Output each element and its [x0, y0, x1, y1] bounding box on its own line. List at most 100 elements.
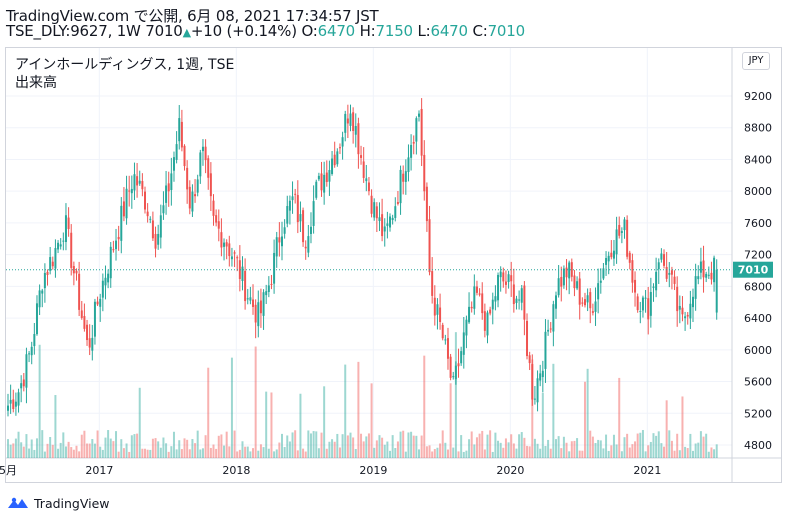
candle-body — [354, 126, 357, 135]
candle-body — [344, 113, 347, 133]
candle-body — [655, 271, 658, 291]
candle-body — [446, 338, 449, 359]
candle-body — [146, 211, 149, 217]
candle-body — [112, 249, 115, 251]
volume-bar — [154, 438, 157, 458]
candle-body — [389, 216, 392, 228]
candle-body — [217, 221, 220, 229]
candle-body — [383, 226, 386, 232]
volume-bar — [541, 392, 544, 458]
price-tick-label: 7600 — [744, 217, 772, 230]
volume-bar — [233, 430, 236, 458]
candle-body — [457, 363, 460, 367]
volume-bar — [378, 435, 381, 458]
candle-body — [312, 201, 315, 226]
candle-body — [641, 297, 644, 311]
volume-bar — [420, 435, 423, 458]
tradingview-logo[interactable]: TradingView — [6, 494, 110, 512]
volume-bar — [104, 437, 107, 458]
volume-bar — [436, 447, 439, 458]
candle-body — [676, 286, 679, 312]
candle-body — [481, 293, 484, 314]
volume-bar — [249, 451, 252, 458]
volume-bar — [299, 393, 302, 458]
candle-body — [186, 167, 189, 190]
volume-legend: 出来高 — [15, 75, 57, 91]
volume-bar — [560, 448, 563, 458]
candle-body — [241, 266, 244, 281]
volume-bar — [12, 443, 15, 458]
candle-body — [220, 232, 223, 248]
volume-bar — [586, 368, 589, 458]
open-label: O: — [301, 22, 318, 40]
candle-body — [407, 157, 410, 173]
volume-bar — [663, 446, 666, 458]
candle-body — [557, 278, 560, 296]
volume-bar — [130, 435, 133, 458]
candle-body — [436, 304, 439, 315]
candle-body — [526, 320, 529, 357]
currency-badge[interactable]: JPY — [742, 52, 770, 70]
volume-bar — [201, 448, 204, 458]
volume-bar — [649, 441, 652, 458]
candle-body — [159, 215, 162, 238]
candle-body — [338, 147, 341, 149]
candle-body — [309, 226, 312, 234]
volume-bar — [452, 447, 455, 458]
candle-body — [331, 158, 334, 174]
candle-body — [404, 171, 407, 182]
volume-bar — [246, 446, 249, 458]
volume-bar — [159, 447, 162, 458]
candle-body — [541, 370, 544, 378]
candle-body — [591, 311, 594, 313]
candle-body — [607, 255, 610, 262]
volume-bar — [473, 444, 476, 458]
volume-bar — [599, 440, 602, 458]
candle-body — [230, 256, 233, 260]
candle-body — [207, 158, 210, 178]
volume-bar — [504, 438, 507, 458]
symbol-interval: TSE_DLY:9627, 1W — [6, 22, 141, 40]
candle-body — [35, 303, 38, 335]
volume-bar — [628, 447, 631, 458]
volume-bar — [333, 441, 336, 458]
candle-body — [9, 399, 12, 404]
volume-bar — [64, 446, 67, 458]
volume-bar — [117, 451, 120, 458]
candle-body — [544, 331, 547, 369]
candle-body — [681, 307, 684, 315]
candle-body — [702, 260, 705, 278]
volume-bar — [151, 438, 154, 458]
volume-bar — [328, 441, 331, 458]
candle-body — [165, 185, 168, 203]
candle-body — [352, 112, 355, 131]
candle-body — [107, 273, 110, 283]
candle-body — [715, 269, 718, 313]
candle-body — [254, 304, 257, 323]
price-chart[interactable]: 4800 5200 5600 6000 6400 6800 7200 7600 8000 8400… — [0, 0, 786, 490]
volume-bar — [312, 431, 315, 458]
close-label: C: — [472, 22, 488, 40]
publish-info: TradingView.com で公開, 6月 08, 2021 17:34:5… — [6, 7, 379, 25]
volume-bar — [507, 442, 510, 458]
volume-bar — [634, 441, 637, 458]
candle-body — [673, 276, 676, 284]
volume-bar — [304, 451, 307, 458]
volume-bar — [283, 447, 286, 458]
candle-body — [378, 217, 381, 222]
volume-bar — [589, 430, 592, 458]
volume-bar — [20, 442, 23, 458]
volume-bar — [386, 441, 389, 458]
candle-body — [138, 180, 141, 184]
candle-body — [602, 268, 605, 279]
volume-bar — [136, 433, 139, 458]
candle-body — [91, 337, 94, 351]
candle-body — [549, 328, 552, 330]
candle-body — [439, 307, 442, 323]
candle-body — [336, 151, 339, 165]
chart-frame[interactable] — [5, 47, 782, 483]
price-tick-label: 7200 — [744, 249, 772, 262]
volume-bar — [518, 434, 521, 458]
candle-body — [288, 200, 291, 211]
candle-body — [59, 244, 62, 247]
